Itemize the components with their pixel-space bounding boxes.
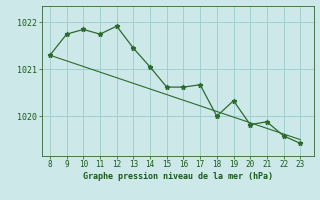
X-axis label: Graphe pression niveau de la mer (hPa): Graphe pression niveau de la mer (hPa) [83,172,273,181]
